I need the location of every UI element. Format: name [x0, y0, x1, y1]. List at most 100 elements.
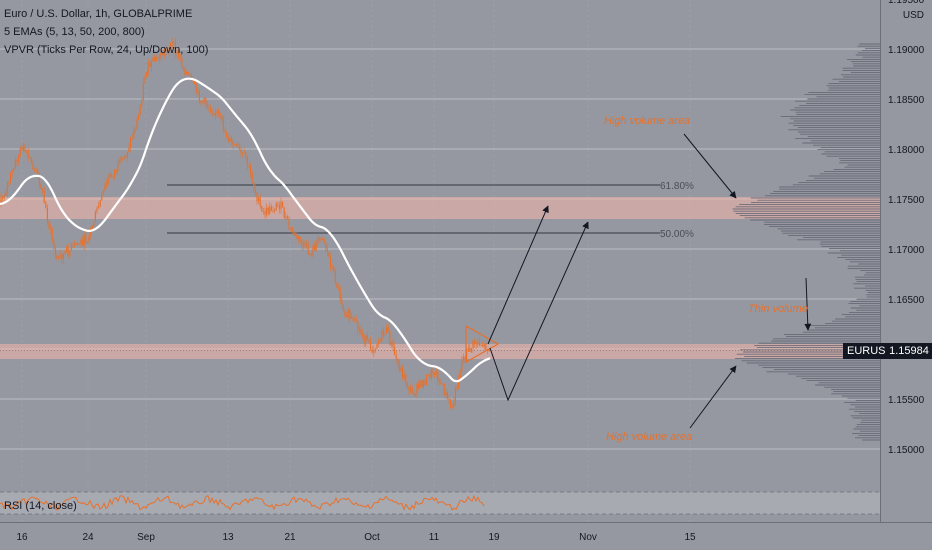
candle-body — [22, 145, 24, 151]
candle-body — [256, 192, 258, 202]
candle-body — [187, 72, 189, 75]
candle-body — [221, 115, 223, 120]
candle-body — [338, 287, 340, 289]
candle-body — [269, 206, 271, 214]
candle-body — [10, 172, 12, 182]
candle-body — [208, 107, 210, 109]
candle-body — [336, 283, 338, 288]
legend-ema[interactable]: 5 EMAs (5, 13, 50, 200, 800) — [4, 26, 145, 38]
candle-body — [362, 333, 364, 337]
candle-body — [293, 231, 295, 236]
candle-body — [488, 349, 490, 351]
candle-body — [386, 327, 388, 334]
candle-body — [354, 319, 356, 320]
candle-body — [456, 388, 458, 389]
candle-body — [146, 71, 148, 78]
candle-body — [402, 367, 404, 378]
candle-body — [429, 374, 431, 378]
candle-body — [16, 160, 18, 162]
candle-body — [286, 216, 288, 219]
price-tick: 1.19000 — [888, 45, 925, 56]
candle-body — [227, 137, 229, 143]
candle-body — [234, 144, 236, 146]
candle-body — [203, 98, 205, 102]
candle-body — [264, 211, 266, 216]
candle-body — [464, 356, 466, 360]
candle-body — [246, 157, 248, 166]
time-tick: 19 — [488, 532, 500, 543]
zones — [0, 197, 880, 359]
projection-path-a[interactable] — [487, 205, 549, 345]
candle-body — [242, 152, 244, 154]
candle-body — [368, 339, 370, 341]
fib-label-500: 50.00% — [660, 229, 694, 240]
candle-body — [306, 243, 308, 246]
projection-arrows — [465, 133, 812, 429]
triangle-pattern[interactable] — [465, 324, 500, 364]
candle-body — [328, 252, 330, 258]
rsi-pane — [0, 491, 880, 515]
candle-body — [322, 239, 324, 241]
candle-body — [304, 243, 306, 246]
candle-body — [426, 374, 428, 385]
candle-body — [274, 210, 276, 212]
legend-vpvr[interactable]: VPVR (Ticks Per Row, 24, Up/Down, 100) — [4, 44, 209, 56]
time-axis[interactable]: 16 24 Sep 13 21 Oct 11 19 Nov 15 — [0, 522, 932, 544]
candle-body — [150, 60, 152, 67]
candle-body — [45, 202, 47, 208]
candle-body — [333, 267, 335, 272]
volume-zone[interactable] — [0, 344, 880, 359]
candle-body — [77, 243, 79, 246]
rsi-label[interactable]: RSI (14, close) — [4, 500, 77, 512]
candle-body — [186, 72, 188, 75]
candle-body — [171, 42, 173, 44]
candle-body — [56, 254, 58, 259]
candle-body — [222, 119, 224, 131]
candle-body — [38, 174, 40, 185]
price-axis[interactable]: 1.19500 1.19000 1.18500 1.18000 1.17500 1.170… — [880, 0, 925, 522]
fib-levels: 61.80% 50.00% — [167, 181, 694, 240]
candle-body — [434, 372, 436, 376]
candle-body — [192, 79, 194, 82]
candle-body — [445, 392, 447, 396]
candle-body — [254, 188, 256, 193]
candle-body — [75, 243, 77, 246]
candle-body — [397, 358, 399, 364]
candle-body — [67, 247, 69, 256]
volume-zone[interactable] — [0, 197, 880, 219]
candle-body — [3, 195, 5, 199]
candle-body — [355, 319, 357, 322]
candle-body — [267, 207, 269, 214]
annotation-arrow-top[interactable] — [683, 133, 737, 199]
candle-body — [59, 254, 61, 257]
candle-body — [93, 222, 95, 226]
annotation-arrow-middle[interactable] — [804, 277, 812, 331]
candle-body — [398, 363, 400, 372]
price-tick: 1.16500 — [888, 295, 925, 306]
annotation-arrow-bottom[interactable] — [689, 365, 737, 429]
candle-body — [232, 140, 234, 146]
candle-body — [382, 330, 384, 334]
candle-body — [21, 147, 23, 151]
candle-body — [133, 129, 135, 138]
candle-body — [96, 208, 98, 212]
projection-path-b[interactable] — [489, 221, 589, 402]
price-tick: 1.18500 — [888, 95, 925, 106]
candle-body — [26, 150, 28, 152]
legend-title[interactable]: Euro / U.S. Dollar, 1h, GLOBALPRIME — [4, 8, 193, 20]
candle-body — [251, 173, 253, 184]
candle-body — [454, 388, 456, 403]
candle-body — [299, 236, 301, 242]
candle-body — [85, 234, 87, 242]
candle-body — [352, 316, 354, 320]
candle-body — [147, 62, 149, 72]
candle-body — [448, 398, 450, 400]
candle-body — [245, 152, 247, 158]
candle-body — [230, 138, 232, 141]
candle-body — [290, 227, 292, 229]
candle-body — [138, 114, 140, 121]
candle-body — [154, 57, 156, 62]
candle-body — [61, 254, 63, 260]
time-tick: 24 — [82, 532, 94, 543]
